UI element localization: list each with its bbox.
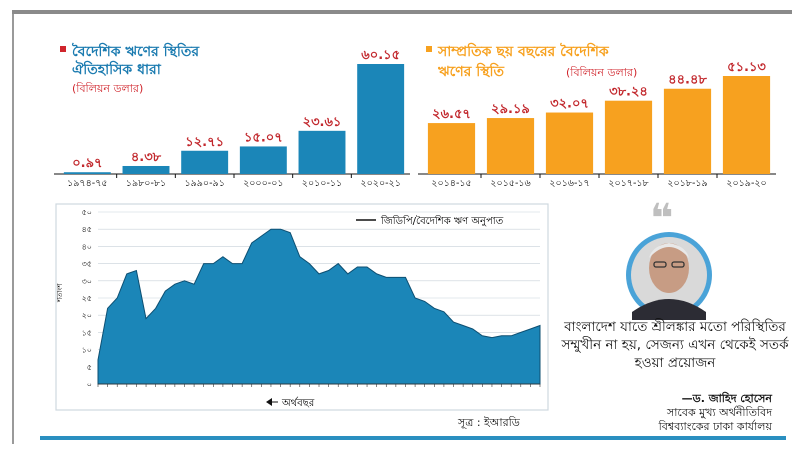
bar [181,150,229,174]
category-label: ২০২০-২১ [360,178,400,189]
bar [239,146,287,174]
left-chart-title-line1: বৈদেশিক ঋণের স্থিতির [71,42,200,60]
avatar [626,232,712,320]
category-label: ২০১৯-২০ [726,178,766,189]
bottom-border [40,436,786,440]
y-tick-label: ১৫ [82,328,92,337]
bullet-right [426,46,432,52]
y-tick-label: ৩০ [82,277,92,286]
category-label: ২০১৭-১৮ [608,178,649,189]
author-block: —ড. জাহিদ হোসেন সাবেক মুখ্য অর্থনীতিবিদ … [659,392,772,434]
category-label: ১৯৭৪-৭৫ [67,178,107,189]
y-tick-label: ০ [87,380,92,389]
y-tick-label: ২৫ [82,294,92,303]
bar [722,76,771,174]
author-name: —ড. জাহিদ হোসেন [681,392,772,405]
y-tick-label: ৩৫ [82,260,92,269]
category-label: ২০১৫-১৬ [490,178,531,189]
bar [63,172,111,174]
left-border [12,14,14,444]
y-tick-label: ৪৫ [82,225,92,234]
bar-value-label: ১২.৭১ [185,135,224,150]
bar [298,130,346,174]
bar-value-label: ২৬.৫৭ [432,107,471,122]
bar-value-label: ০.৯৭ [72,156,102,171]
category-label: ২০১৬-১৭ [549,178,589,189]
xaxis-arrow [266,398,272,406]
bullet-left [60,46,66,52]
right-chart-title: সাম্প্রতিক ছয় বছরের বৈদেশিক ঋণের স্থিতি [437,42,610,80]
y-axis-label: শতাংশ [56,283,64,303]
quote-text: বাংলাদেশ যাতে শ্রীলঙ্কার মতো পরিস্থিতির … [561,319,789,371]
legend-label: জিডিপি/বৈদেশিক ঋণ অনুপাত [380,215,504,227]
category-label: ২০০০-০১ [243,178,283,189]
bar-value-label: ৪.৩৮ [131,150,162,165]
author-title: সাবেক মুখ্য অর্থনীতিবিদ [666,406,772,419]
area-series [97,228,541,385]
left-chart-subtitle: (বিলিয়ন ডলার) [72,82,143,95]
category-label: ২০১৪-১৫ [431,178,471,189]
bar [663,88,712,174]
bar-value-label: ৩২.০৭ [550,97,589,112]
left-bar-chart: ০.৯৭ ১৯৭৪-৭৫ ৪.৩৮ ১৯৮০-৮১ ১২.৭১ ১৯৯০-৯১ ১৫.০৭ ২… [54,48,410,189]
bar-value-label: ১৫.০৭ [244,130,283,145]
bar [122,165,170,174]
right-chart-subtitle: (বিলিয়ন ডলার) [566,66,637,79]
bar-value-label: ২৩.৬১ [303,115,342,130]
left-chart-title-line2: ঐতিহাসিক ধারা [72,60,162,78]
left-chart-title: বৈদেশিক ঋণের স্থিতির ঐতিহাসিক ধারা [71,42,200,78]
source-note: সূত্র : ইআরডি [458,416,520,429]
bar [545,112,594,174]
y-tick-label: ৪০ [82,242,92,251]
category-label: ২০১৮-১৯ [667,178,707,189]
right-chart-title-line2: ঋণের স্থিতি [437,62,505,80]
top-border [12,10,792,14]
bar [604,100,653,174]
bar [427,123,476,174]
x-axis-label: অর্থবছর [281,397,315,409]
bar-value-label: ৩৮.২৪ [609,85,648,100]
bar-value-label: ৪৪.৪৮ [668,73,707,88]
y-tick-label: ২০ [82,311,92,320]
category-label: ২০১০-১১ [302,178,342,189]
author-org: বিশ্বব্যাংকের ঢাকা কার্যালয় [658,420,772,433]
area-chart: ০ ৫ ১০ ১৫ ২০ ২৫ ৩০ ৩৫ ৪০ ৪৫ ৫০ [82,208,541,389]
area-chart-frame [55,203,549,411]
right-chart-title-line1: সাম্প্রতিক ছয় বছরের বৈদেশিক [437,42,610,60]
category-label: ১৯৮০-৮১ [126,178,166,189]
y-tick-label: ১০ [82,346,92,355]
bar [357,64,405,174]
bar [486,118,535,174]
bar-value-label: ৬০.১৫ [361,48,400,63]
y-tick-label: ৫০ [82,208,92,217]
quote-mark-icon: ❝ [650,196,673,242]
y-tick-label: ৫ [87,363,92,372]
right-bar-chart: ২৬.৫৭ ২০১৪-১৫ ২৯.১৯ ২০১৫-১৬ ৩২.০৭ ২০১৬-১৭ ৩৮.২… [418,60,776,189]
category-label: ১৯৯০-৯১ [184,178,224,189]
bar-value-label: ৫১.১৩ [727,60,766,75]
bar-value-label: ২৯.১৯ [491,102,530,117]
